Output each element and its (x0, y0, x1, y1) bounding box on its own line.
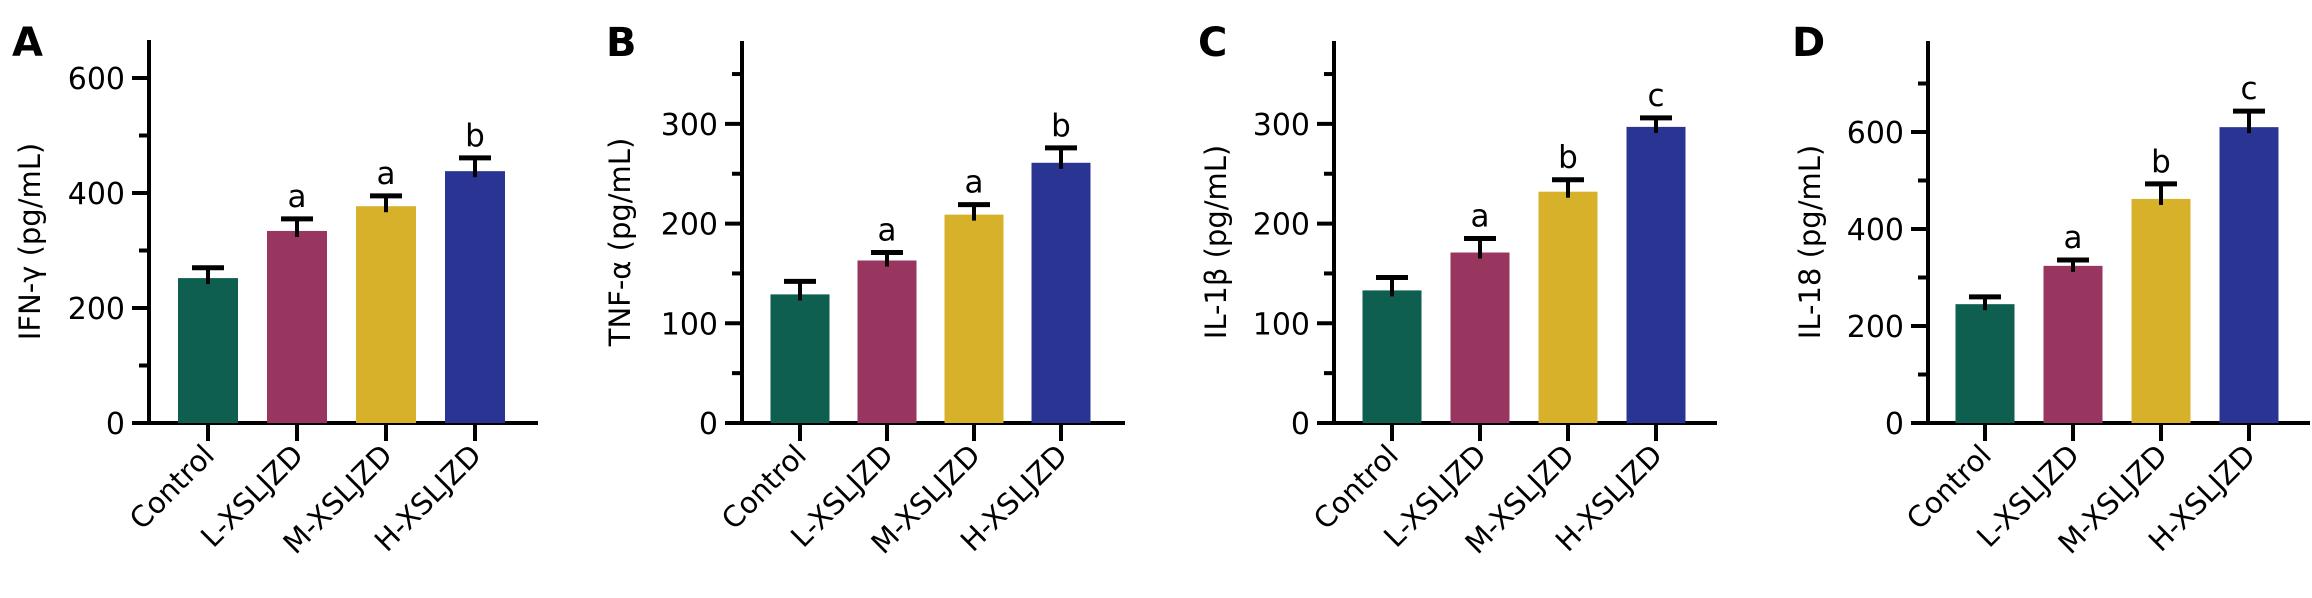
y-axis-title: IL-18 (pg/mL) (1793, 145, 1827, 339)
y-tick-label: 400 (68, 177, 125, 212)
y-tick-label: 100 (661, 307, 718, 342)
y-tick-label: 200 (661, 208, 718, 243)
panel-c: CIL-1β (pg/mL)0100200300ControlaL-XSLJZD… (1198, 20, 1717, 560)
bar-h-xsljzd (1626, 126, 1686, 424)
y-tick-label: 300 (661, 108, 718, 143)
y-tick-label: 0 (699, 407, 718, 442)
y-axis-title: IFN-γ (pg/mL) (13, 143, 47, 340)
y-tick-label: 400 (1847, 213, 1904, 248)
bar-m-xsljzd (356, 206, 416, 423)
significance-letter: c (2240, 71, 2257, 107)
significance-letter: a (965, 165, 984, 201)
bar-control (1362, 290, 1422, 423)
bar-control (770, 294, 830, 423)
bar-m-xsljzd (1538, 191, 1598, 423)
y-tick-label: 300 (1253, 108, 1310, 143)
y-tick-label: 0 (1885, 407, 1904, 442)
y-tick-label: 0 (106, 407, 125, 442)
bar-l-xsljzd (1450, 252, 1510, 423)
y-tick-label: 600 (1847, 116, 1904, 151)
y-tick-label: 100 (1253, 307, 1310, 342)
significance-letter: a (2064, 220, 2083, 256)
bar-control (1955, 304, 2015, 423)
bar-l-xsljzd (857, 260, 917, 423)
bar-control (178, 278, 238, 423)
y-axis-title: IL-1β (pg/mL) (1199, 145, 1233, 339)
significance-letter: b (465, 118, 485, 154)
significance-letter: b (2151, 144, 2171, 180)
bar-m-xsljzd (944, 214, 1004, 423)
bar-l-xsljzd (267, 230, 327, 423)
significance-letter: b (1558, 140, 1578, 176)
panel-letter: B (606, 20, 637, 66)
y-tick-label: 200 (68, 292, 125, 327)
significance-letter: a (377, 156, 396, 192)
bar-m-xsljzd (2131, 198, 2191, 423)
bar-h-xsljzd (1031, 162, 1091, 423)
y-tick-label: 600 (68, 62, 125, 97)
significance-letter: c (1647, 78, 1664, 114)
panel-d: DIL-18 (pg/mL)0200400600ControlaL-XSLJZD… (1792, 20, 2310, 560)
bar-h-xsljzd (445, 171, 505, 423)
bar-l-xsljzd (2043, 265, 2103, 423)
significance-letter: a (1471, 199, 1490, 235)
y-tick-label: 200 (1253, 208, 1310, 243)
panel-letter: D (1792, 20, 1825, 66)
y-tick-label: 200 (1847, 310, 1904, 345)
significance-letter: a (288, 179, 307, 215)
significance-letter: b (1051, 108, 1071, 144)
y-tick-label: 0 (1291, 407, 1310, 442)
significance-letter: a (878, 213, 897, 249)
bar-h-xsljzd (2219, 127, 2279, 424)
panel-letter: A (12, 20, 43, 66)
y-axis-title: TNF-α (pg/mL) (603, 138, 637, 348)
panel-letter: C (1198, 20, 1227, 66)
